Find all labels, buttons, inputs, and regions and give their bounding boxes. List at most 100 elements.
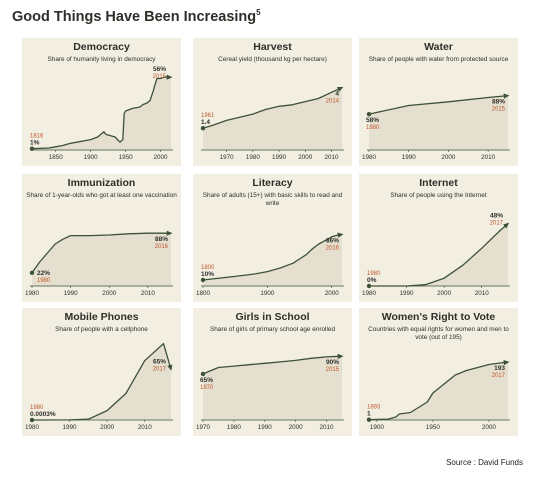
annotation-year: 1961 — [201, 113, 215, 119]
annotation-year: 2016 — [326, 245, 340, 251]
x-tick-label: 2000 — [298, 154, 313, 161]
annotation-year: 2017 — [153, 366, 167, 372]
chart-title: Literacy — [252, 177, 293, 189]
series-line — [31, 342, 172, 421]
x-tick-label: 1980 — [227, 424, 242, 431]
x-tick-label: 1800 — [196, 290, 211, 297]
area-fill — [32, 233, 171, 286]
x-tick-label: 1980 — [362, 154, 377, 161]
start-point — [200, 371, 206, 377]
chart-subtitle: Countries with equal rights for women an… — [368, 326, 509, 341]
chart-panel-immunization: Immunization Share of 1-year-olds who got… — [22, 174, 181, 302]
area-fill — [32, 77, 171, 150]
annotation-value: 88% — [155, 236, 168, 243]
x-tick-label: 2000 — [437, 290, 452, 297]
x-tick-label: 2000 — [102, 290, 117, 297]
chart-title: Girls in School — [235, 311, 310, 323]
annotation-year: 2015 — [492, 107, 506, 113]
x-tick-label: 2000 — [154, 154, 169, 161]
area-fill — [32, 343, 171, 420]
series-line — [202, 355, 343, 375]
end-arrow — [166, 74, 173, 80]
annotation-year: 1980 — [366, 125, 380, 131]
annotation-value: 58% — [366, 117, 379, 124]
annotation-value: 1% — [30, 140, 40, 147]
series-line — [31, 232, 171, 274]
start-point — [200, 125, 206, 131]
chart-panel-harvest: Harvest Cereal yield (thousand kg per hec… — [193, 38, 352, 166]
end-arrow — [337, 232, 344, 238]
chart-title: Internet — [419, 177, 458, 189]
x-tick-label: 1950 — [426, 424, 441, 431]
start-point — [366, 111, 372, 117]
x-tick-label: 2000 — [441, 154, 456, 161]
annotation-value: 65% — [153, 358, 166, 365]
annotation-value: 65% — [200, 377, 213, 384]
chart-panel-literacy: Literacy Share of adults (15+) with basic… — [193, 174, 352, 302]
series-line — [369, 223, 509, 287]
annotation-value: 1.4 — [201, 119, 210, 126]
annotation-value: 0.0003% — [30, 411, 56, 418]
area-fill — [203, 356, 342, 420]
area-fill — [369, 362, 508, 420]
chart-subtitle: Share of adults (15+) with basic skills … — [202, 192, 343, 207]
x-tick-label: 2000 — [325, 290, 340, 297]
x-tick-label: 2010 — [138, 424, 153, 431]
chart-title: Mobile Phones — [64, 311, 139, 323]
series-line — [31, 76, 171, 150]
annotation-value: 88% — [492, 99, 505, 106]
x-tick-label: 2010 — [320, 424, 335, 431]
series-line — [202, 233, 343, 281]
chart-subtitle: Share of girls of primary school age enr… — [209, 326, 336, 333]
chart-subtitle: Share of people using the Internet — [390, 192, 487, 199]
x-tick-label: 1990 — [272, 154, 287, 161]
annotation-year: 2016 — [155, 244, 169, 250]
chart-subtitle: Share of humanity living in democracy — [47, 56, 156, 63]
start-point — [29, 146, 35, 151]
start-point — [366, 417, 372, 422]
x-tick-label: 2010 — [325, 154, 340, 161]
end-arrow — [337, 87, 344, 92]
x-tick-label: 1950 — [119, 154, 134, 161]
annotation-year: 2017 — [492, 373, 506, 379]
annotation-year: 1893 — [367, 405, 381, 411]
chart-panel-democracy: Democracy Share of humanity living in dem… — [22, 38, 181, 166]
annotation-value: 90% — [326, 359, 339, 366]
chart-subtitle: Share of people with water from protecte… — [368, 56, 509, 63]
annotation-value: 48% — [490, 213, 503, 220]
annotation-year: 1970 — [200, 385, 214, 391]
annotation-year: 1980 — [30, 405, 44, 411]
chart-title: Water — [424, 41, 453, 53]
end-arrow — [337, 353, 344, 359]
annotation-value: 86% — [326, 237, 339, 244]
title-footnote: 5 — [256, 8, 261, 17]
area-fill — [203, 234, 342, 286]
x-tick-label: 1990 — [64, 290, 79, 297]
chart-title: Women's Right to Vote — [381, 311, 496, 323]
start-point — [29, 417, 35, 423]
page-title: Good Things Have Been Increasing5 — [12, 8, 261, 25]
annotation-year: 2014 — [326, 99, 340, 105]
x-tick-label: 1990 — [258, 424, 273, 431]
end-arrow — [503, 360, 510, 366]
annotation-value: 56% — [153, 66, 166, 73]
chart-subtitle: Share of 1-year-olds who got at least on… — [26, 192, 177, 199]
chart-title: Immunization — [67, 177, 136, 189]
x-tick-label: 1900 — [84, 154, 99, 161]
annotation-year: 1980 — [367, 271, 381, 277]
series-line — [368, 94, 509, 115]
chart-panel-water: Water Share of people with water from pro… — [359, 38, 518, 166]
x-tick-label: 2000 — [289, 424, 304, 431]
end-arrow — [503, 93, 510, 99]
x-tick-label: 1970 — [196, 424, 211, 431]
area-fill — [203, 87, 342, 150]
x-tick-label: 1980 — [25, 290, 40, 297]
start-point — [29, 270, 35, 275]
chart-panel-internet: Internet Share of people using the Intern… — [359, 174, 518, 302]
x-tick-label: 1990 — [400, 290, 415, 297]
